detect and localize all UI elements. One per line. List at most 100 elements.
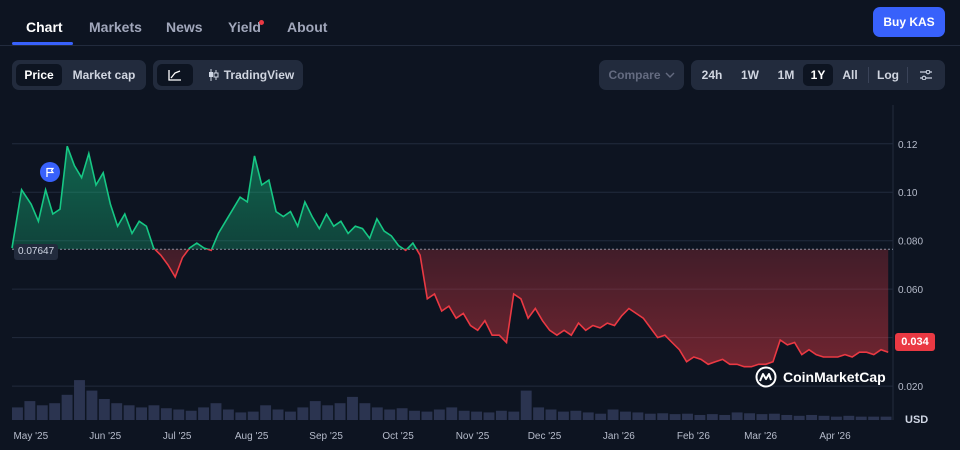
volume-bar <box>508 411 520 420</box>
volume-bar <box>210 403 222 420</box>
x-tick-label: Aug '25 <box>234 431 269 442</box>
tab-news[interactable]: News <box>166 19 203 35</box>
coinmarketcap-watermark: CoinMarketCap <box>755 366 886 388</box>
x-tick-label: Jan '26 <box>602 431 635 442</box>
x-tick-label: Nov '25 <box>455 431 490 442</box>
volume-bar <box>768 413 780 420</box>
range-all-button[interactable]: All <box>842 68 858 82</box>
tradingview-button[interactable]: TradingView <box>203 64 299 86</box>
volume-bar <box>309 401 321 420</box>
price-marketcap-toggle: Price Market cap <box>12 60 146 90</box>
tab-markets[interactable]: Markets <box>89 19 142 35</box>
active-tab-indicator <box>12 42 73 45</box>
volume-bar <box>148 405 160 420</box>
volume-bar <box>545 409 557 420</box>
tab-chart[interactable]: Chart <box>26 19 63 35</box>
volume-bar <box>495 410 507 420</box>
volume-bar <box>98 399 110 420</box>
price-button[interactable]: Price <box>16 64 62 86</box>
tradingview-label: TradingView <box>223 68 295 82</box>
volume-bar <box>657 413 669 420</box>
tab-about[interactable]: About <box>287 19 328 35</box>
buy-kas-button[interactable]: Buy KAS <box>873 7 945 37</box>
yield-notification-dot <box>259 20 264 25</box>
volume-bar <box>111 403 123 420</box>
volume-bar <box>582 412 594 420</box>
volume-bar <box>36 405 48 420</box>
chevron-down-icon <box>665 72 674 78</box>
volume-bar <box>632 412 644 420</box>
x-tick-label: Sep '25 <box>309 431 343 442</box>
x-tick-label: Jun '25 <box>89 431 122 442</box>
volume-bar <box>284 411 296 420</box>
volume-bar <box>409 410 420 420</box>
volume-bar <box>334 403 346 420</box>
volume-bar <box>682 413 693 420</box>
volume-bar <box>806 414 818 420</box>
chart-style-toggle: TradingView <box>153 60 303 90</box>
line-chart-button[interactable] <box>157 64 193 86</box>
volume-bar <box>160 408 172 420</box>
volume-bar <box>458 410 470 420</box>
range-1w-button[interactable]: 1W <box>741 68 759 82</box>
log-scale-button[interactable]: Log <box>877 68 899 82</box>
volume-bar <box>620 411 631 420</box>
volume-bar <box>483 412 495 420</box>
volume-bar <box>855 416 867 420</box>
volume-bar <box>446 407 458 420</box>
range-1y-button[interactable]: 1Y <box>803 64 833 86</box>
range-24h-button[interactable]: 24h <box>701 68 723 82</box>
y-tick-label: 0.060 <box>898 285 923 296</box>
volume-bar <box>520 390 532 420</box>
range-divider-2 <box>907 67 908 83</box>
x-tick-label: Mar '26 <box>744 431 778 442</box>
volume-bar <box>731 412 743 420</box>
volume-bar <box>818 415 830 420</box>
range-divider <box>868 67 869 83</box>
volume-bar <box>123 405 135 420</box>
volume-bar <box>347 396 358 420</box>
baseline-price-label: 0.07647 <box>14 244 59 260</box>
market-cap-button[interactable]: Market cap <box>72 68 136 82</box>
settings-button[interactable] <box>913 64 939 86</box>
range-1m-button[interactable]: 1M <box>777 68 795 82</box>
event-flag-icon[interactable] <box>40 162 60 182</box>
volume-bar <box>396 408 408 420</box>
candlestick-icon <box>208 69 219 81</box>
volume-bar <box>371 407 383 420</box>
volume-bar <box>198 407 210 420</box>
volume-bar <box>719 414 731 420</box>
volume-bar <box>260 405 272 420</box>
x-tick-label: May '25 <box>13 431 49 442</box>
volume-bar <box>421 411 433 420</box>
top-nav: Chart Markets News Yield About Buy KAS <box>0 0 960 46</box>
price-line-down <box>153 249 889 368</box>
y-tick-label: 0.10 <box>898 188 918 199</box>
volume-bar <box>694 414 706 420</box>
volume-bar <box>322 405 334 420</box>
volume-bar <box>49 403 61 420</box>
volume-bar <box>830 416 842 420</box>
volume-bar <box>880 416 892 420</box>
tab-yield[interactable]: Yield <box>228 19 261 35</box>
volume-bar <box>235 412 247 420</box>
y-tick-label: 0.12 <box>898 140 918 151</box>
volume-bar <box>86 390 98 420</box>
sliders-icon <box>920 70 932 80</box>
volume-bar <box>433 409 445 420</box>
volume-bar <box>843 415 855 420</box>
line-chart-icon <box>168 70 181 81</box>
volume-bar <box>781 414 793 420</box>
x-tick-label: Feb '26 <box>676 431 710 442</box>
volume-bar <box>74 380 85 420</box>
volume-bar <box>272 409 284 420</box>
compare-dropdown[interactable]: Compare <box>599 60 684 90</box>
coinmarketcap-logo-icon <box>755 366 777 388</box>
volume-bar <box>570 410 582 420</box>
volume-bar <box>222 409 234 420</box>
x-tick-label: Jul '25 <box>162 431 192 442</box>
volume-bar <box>297 407 309 420</box>
volume-bar <box>669 414 681 420</box>
volume-bar <box>756 414 768 420</box>
